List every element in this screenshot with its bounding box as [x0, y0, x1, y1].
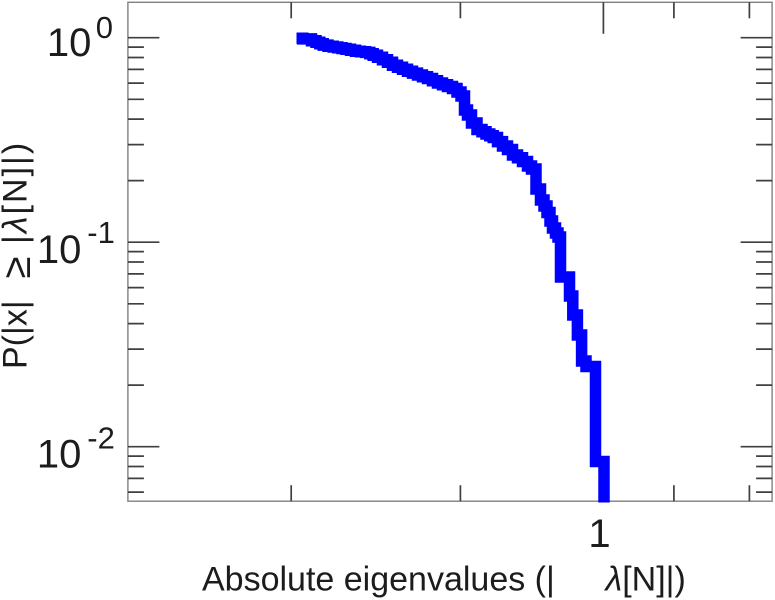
svg-text:0: 0	[96, 10, 113, 45]
svg-text:-2: -2	[87, 420, 115, 455]
svg-text:λ[N]|): λ[N]|)	[604, 561, 686, 599]
svg-text:|λ[N]|): |λ[N]|)	[0, 141, 35, 244]
svg-text:10: 10	[37, 228, 82, 272]
svg-text:-1: -1	[87, 215, 115, 250]
svg-text:10: 10	[47, 21, 92, 65]
svg-text:1: 1	[588, 512, 610, 556]
svg-text:≥: ≥	[0, 256, 39, 278]
svg-text:Absolute eigenvalues (|: Absolute eigenvalues (|	[202, 561, 555, 599]
svg-text:P(|x|: P(|x|	[0, 300, 35, 369]
svg-text:10: 10	[37, 433, 82, 477]
